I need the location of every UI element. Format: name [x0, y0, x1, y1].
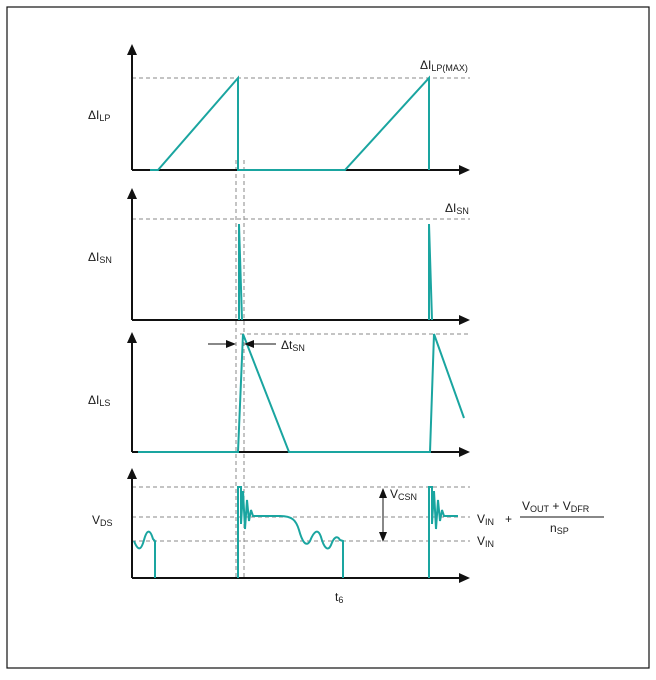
dt-arrow-left-head [226, 340, 236, 348]
y-label-sn: ΔISN [88, 250, 112, 265]
y-axis-arrow-ls [127, 332, 137, 343]
dt-label: ΔtSN [281, 338, 305, 353]
y-axis-arrow-sn [127, 188, 137, 199]
y-label-lp: ΔILP [88, 108, 110, 123]
y-label-vds: VDS [92, 513, 113, 528]
snubber-pulse-1 [238, 223, 243, 321]
x-axis-arrow-ls [459, 447, 470, 457]
vin-top-label: VIN [477, 512, 494, 527]
fraction-numerator: VOUT + VDFR [522, 499, 590, 514]
peak-label-sn: ΔISN [445, 201, 469, 216]
dt-arrow-right-head [244, 340, 254, 348]
vcsn-label: VCSN [390, 487, 417, 502]
snubber-pulse-2 [428, 223, 433, 321]
waveform-vds-ring-1 [133, 530, 156, 578]
panel-drain-voltage: VDS VCSN VIN + VOUT + VDFR nSP VIN t6 [92, 468, 604, 605]
fraction-denominator: nSP [550, 521, 569, 536]
x-axis-arrow-lp [459, 165, 470, 175]
panel-snubber-current: ΔISN ΔISN [88, 188, 470, 325]
x-axis-arrow-vds [459, 573, 470, 583]
y-axis-arrow-vds [127, 468, 137, 479]
y-axis-arrow-lp [127, 44, 137, 55]
y-label-ls: ΔILS [88, 393, 110, 408]
x-axis-arrow-sn [459, 315, 470, 325]
panel-primary-current: ΔILP ΔILP(MAX) [88, 44, 470, 175]
vcsn-arrow-bottom [379, 532, 387, 542]
waveform-vds-switching-2 [428, 486, 458, 578]
peak-label-lp: ΔILP(MAX) [420, 58, 468, 73]
time-label-t6: t6 [335, 590, 343, 605]
waveform-vds-switching [237, 486, 344, 578]
vin-label: VIN [477, 534, 494, 549]
panel-secondary-current: ΔILS ΔtSN [88, 332, 470, 457]
waveform-primary-current [150, 75, 430, 171]
vcsn-arrow-top [379, 488, 387, 498]
figure-frame [6, 6, 650, 669]
waveform-secondary-current [138, 333, 465, 453]
plus-sign: + [505, 512, 512, 526]
